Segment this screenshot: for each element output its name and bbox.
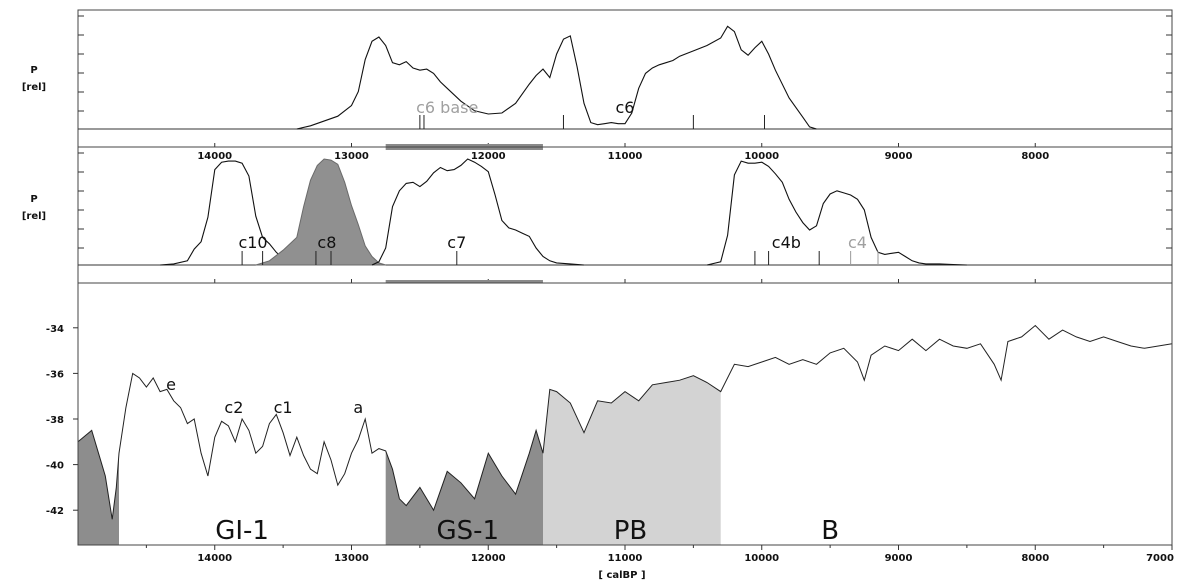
y-tick-label: -40 xyxy=(46,461,64,472)
x-tick-label: 13000 xyxy=(334,151,369,162)
zone-label-B: B xyxy=(821,516,839,546)
y-axis-label: P xyxy=(30,65,37,76)
x-tick-label: 14000 xyxy=(197,151,232,162)
y-axis-unit: [rel] xyxy=(22,211,46,222)
probability-curve-0 xyxy=(296,25,817,130)
probability-curve-2 xyxy=(371,158,585,266)
x-tick-label: 12000 xyxy=(471,151,506,162)
annotation-c2: c2 xyxy=(224,398,243,417)
annotation-c6: c6 xyxy=(616,98,635,117)
panel-frame xyxy=(77,9,1173,148)
zone-fill-GS-1 xyxy=(385,430,543,545)
x-tick-label: 12000 xyxy=(471,553,506,564)
early-shade xyxy=(78,430,119,545)
probability-curve-0 xyxy=(160,160,297,266)
zone-label-GS-1: GS-1 xyxy=(436,516,499,546)
isotope-panel-bottom: -34 -36 -38 -40 -42 14000 13000 12000 11000 10000… xyxy=(46,282,1174,564)
probability-curve-3 xyxy=(706,160,967,266)
y-axis-label: P xyxy=(30,194,37,205)
x-tick-label: 11000 xyxy=(608,553,643,564)
annotation-c6-base: c6 base xyxy=(416,98,478,117)
annotation-c8: c8 xyxy=(317,233,336,252)
zone-fill-PB xyxy=(543,375,721,545)
x-tick-label: 10000 xyxy=(744,151,779,162)
x-tick-label: 11000 xyxy=(608,151,643,162)
annotation-a: a xyxy=(353,398,363,417)
x-tick-label: 9000 xyxy=(885,151,913,162)
probability-area-1 xyxy=(255,158,386,266)
x-tick-label: 14000 xyxy=(197,553,232,564)
y-tick-label: -42 xyxy=(46,506,64,517)
x-tick-label: 8000 xyxy=(1021,553,1049,564)
x-tick-label: 13000 xyxy=(334,553,369,564)
x-tick-label: 8000 xyxy=(1021,151,1049,162)
zone-label-GI-1: GI-1 xyxy=(215,516,269,546)
x-tick-label: 9000 xyxy=(885,553,913,564)
y-tick-label: -36 xyxy=(46,369,64,380)
probability-panel-middle: P [rel] 14000 13000 12000 11000 10000 9000 8000 c… xyxy=(22,146,1173,298)
zone-label-PB: PB xyxy=(614,516,648,546)
annotation-c1: c1 xyxy=(274,398,293,417)
isotope-line xyxy=(77,324,1173,520)
annotation-c7: c7 xyxy=(447,233,466,252)
probability-panel-top: P [rel] 14000 13000 12000 11000 10000 9000 8000 c… xyxy=(22,9,1173,162)
y-axis-unit: [rel] xyxy=(22,82,46,93)
y-tick-label: -34 xyxy=(46,324,64,335)
annotation-c4b: c4b xyxy=(772,233,801,252)
annotation-c10: c10 xyxy=(238,233,267,252)
annotation-e: e xyxy=(166,375,176,394)
annotation-c4: c4 xyxy=(848,233,867,252)
y-tick-label: -38 xyxy=(46,415,64,426)
x-tick-label: 7000 xyxy=(1146,553,1174,564)
x-tick-label: 10000 xyxy=(744,553,779,564)
x-axis-title: [ calBP ] xyxy=(598,570,645,581)
